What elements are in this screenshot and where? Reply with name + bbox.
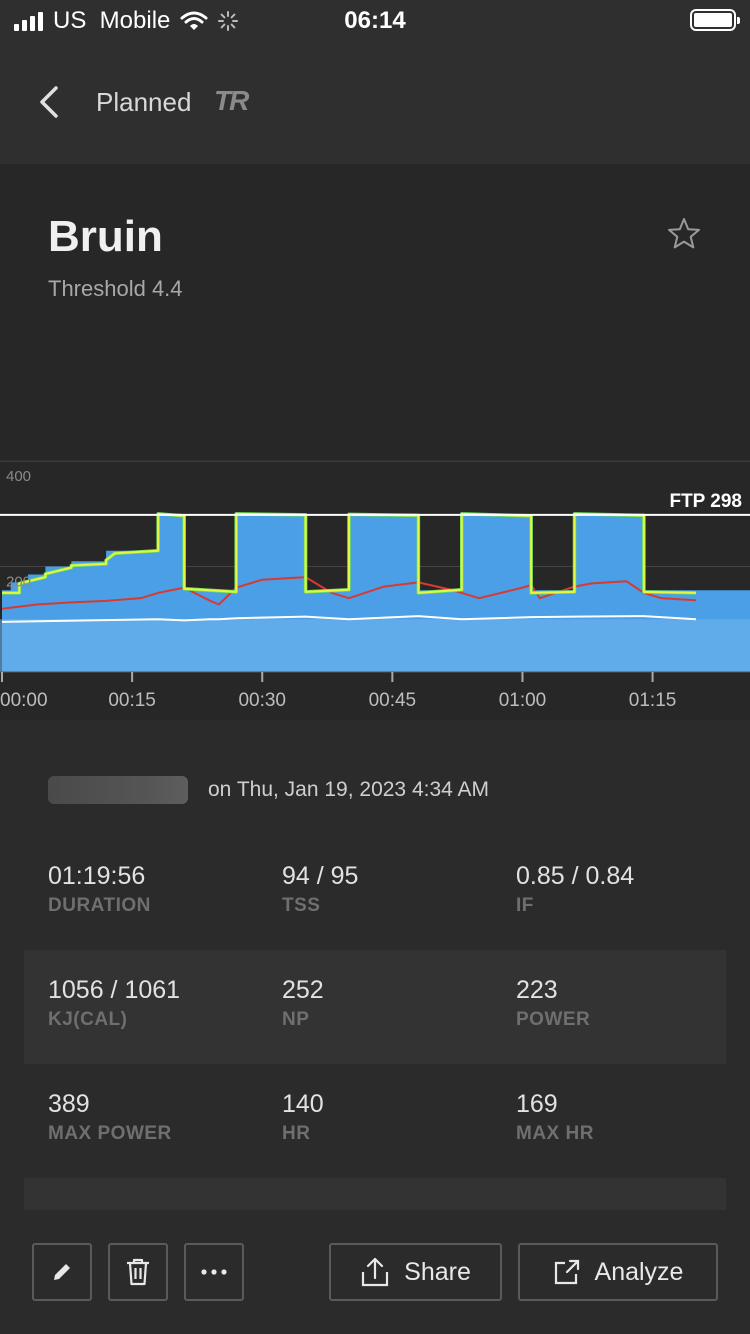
workout-chart-svg: FTP 298 00:00 00:15 00:30 00:45 01:00 01:15 4… xyxy=(0,460,750,711)
edit-button[interactable] xyxy=(32,1243,92,1301)
stat-duration: 01:19:56 DURATION xyxy=(48,862,151,917)
external-link-icon xyxy=(554,1259,579,1285)
workout-title: Bruin xyxy=(48,212,163,261)
y-tick-label: 200 xyxy=(6,574,31,591)
stat-label: DURATION xyxy=(48,895,151,916)
stat-kj: 1056 / 1061 KJ(CAL) xyxy=(48,976,180,1031)
battery-icon xyxy=(690,9,740,31)
stat-label: MAX POWER xyxy=(48,1123,172,1144)
workout-header: Bruin Threshold 4.4 xyxy=(0,164,750,436)
analyze-label: Analyze xyxy=(594,1257,684,1286)
ftp-label: FTP 298 xyxy=(669,491,742,512)
cadence-line xyxy=(1,615,697,623)
stat-power: 223 POWER xyxy=(516,976,590,1031)
x-tick-label: 01:15 xyxy=(629,690,677,711)
stat-value: 01:19:56 xyxy=(48,862,146,890)
x-tick-label: 01:00 xyxy=(499,690,547,711)
y-tick-label: 400 xyxy=(6,468,31,485)
bottom-toolbar: Share Analyze xyxy=(0,1210,750,1334)
star-outline-icon[interactable] xyxy=(664,214,704,254)
stat-label: MAX HR xyxy=(516,1123,594,1144)
nav-bar: Planned TR xyxy=(0,40,750,164)
completion-date: on Thu, Jan 19, 2023 4:34 AM xyxy=(208,778,489,801)
trainerroad-logo: TR xyxy=(214,85,249,116)
stat-value: 0.85 / 0.84 xyxy=(516,862,635,890)
status-time: 06:14 xyxy=(344,7,406,34)
stat-value: 140 xyxy=(282,1090,324,1118)
stat-label: TSS xyxy=(282,895,321,916)
completion-meta: on Thu, Jan 19, 2023 4:34 AM xyxy=(0,720,750,840)
x-tick-label: 00:30 xyxy=(238,690,286,711)
heart-rate-line xyxy=(1,576,697,610)
stats-row: 1056 / 1061 KJ(CAL) 252 NP 223 POWER xyxy=(24,950,726,1064)
more-button[interactable] xyxy=(184,1243,244,1301)
share-label: Share xyxy=(404,1257,471,1286)
stat-label: KJ(CAL) xyxy=(48,1009,128,1030)
stat-value: 252 xyxy=(282,976,324,1004)
stat-label: HR xyxy=(282,1123,311,1144)
share-button[interactable]: Share xyxy=(329,1243,502,1301)
analyze-button[interactable]: Analyze xyxy=(518,1243,718,1301)
redacted-username xyxy=(48,776,188,804)
status-left: US Mobile xyxy=(14,7,239,35)
power-line xyxy=(2,512,696,594)
stat-value: 389 xyxy=(48,1090,90,1118)
stat-if: 0.85 / 0.84 IF xyxy=(516,862,634,917)
status-bar: US Mobile 06:14 xyxy=(0,0,750,40)
stats-row: 01:19:56 DURATION 94 / 95 TSS 0.85 / 0.8… xyxy=(24,836,726,950)
stat-max-power: 389 MAX POWER xyxy=(48,1090,172,1145)
stats-row: 389 MAX POWER 140 HR 169 MAX HR xyxy=(24,1064,726,1178)
x-tick-label: 00:00 xyxy=(0,690,48,711)
target-power-base xyxy=(0,619,750,672)
workout-subtitle: Threshold 4.4 xyxy=(48,276,183,301)
wifi-icon xyxy=(180,11,208,30)
stat-label: NP xyxy=(282,1009,310,1030)
chevron-left-icon[interactable] xyxy=(30,80,70,124)
stat-value: 223 xyxy=(516,976,558,1004)
stats-row xyxy=(24,1178,726,1210)
trash-icon xyxy=(127,1258,149,1286)
loading-spinner-icon xyxy=(218,11,239,31)
stat-hr: 140 HR xyxy=(282,1090,324,1145)
pencil-icon xyxy=(54,1264,70,1280)
stat-np: 252 NP xyxy=(282,976,324,1031)
delete-button[interactable] xyxy=(108,1243,168,1301)
nav-title: Planned xyxy=(96,87,192,117)
stat-value: 94 / 95 xyxy=(282,862,359,890)
carrier-label: US Mobile xyxy=(53,7,171,34)
stat-tss: 94 / 95 TSS xyxy=(282,862,358,917)
stat-value: 169 xyxy=(516,1090,558,1118)
x-tick-label: 00:45 xyxy=(369,690,417,711)
stat-label: IF xyxy=(516,895,534,916)
signal-icon xyxy=(14,11,43,31)
share-icon xyxy=(362,1257,389,1287)
ellipsis-icon xyxy=(201,1269,227,1275)
stat-label: POWER xyxy=(516,1009,591,1030)
workout-chart: FTP 298 00:00 00:15 00:30 00:45 01:00 01:15 4… xyxy=(0,436,750,720)
x-tick-label: 00:15 xyxy=(108,690,156,711)
stat-max-hr: 169 MAX HR xyxy=(516,1090,594,1145)
stat-value: 1056 / 1061 xyxy=(48,976,181,1004)
